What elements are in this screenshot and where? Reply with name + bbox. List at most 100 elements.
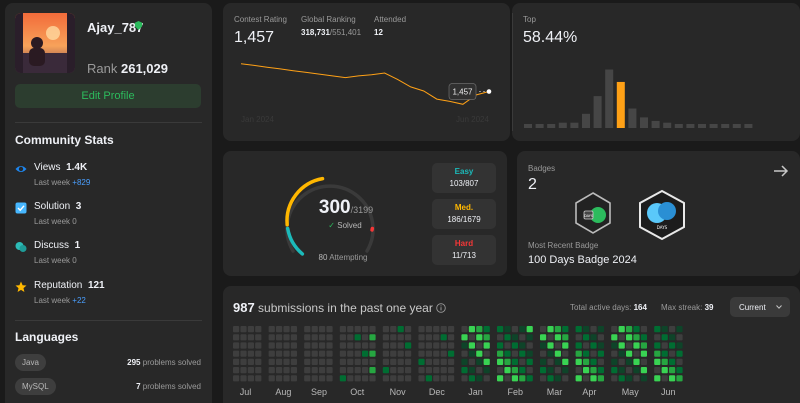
check-icon: ✓ [328, 221, 335, 230]
medium-stat-box[interactable]: Med. 186/1679 [432, 199, 496, 229]
heatmap-cell [382, 326, 389, 333]
badges-card: Badges 2 DAYS DAYS Most Recent Badge 100… [517, 151, 800, 276]
eye-icon [15, 166, 27, 172]
heatmap-cell [575, 326, 582, 333]
submissions-count: 987 [233, 300, 255, 315]
heatmap-cell [640, 342, 647, 349]
edit-profile-button[interactable]: Edit Profile [15, 84, 201, 108]
badge-50-days-icon[interactable]: DAYS [637, 189, 687, 241]
attended-label: Attended [374, 15, 407, 24]
heatmap-cell [433, 342, 440, 349]
heatmap-cell [319, 334, 326, 341]
submission-heatmap[interactable] [233, 326, 793, 384]
heatmap-cell [339, 367, 346, 374]
heatmap-cell [425, 375, 432, 382]
heatmap-cell [354, 342, 361, 349]
heatmap-cell [433, 367, 440, 374]
avatar[interactable] [15, 13, 75, 73]
heatmap-cell [347, 367, 354, 374]
heatmap-cell [283, 326, 290, 333]
heatmap-cell [654, 350, 661, 357]
profile-sidebar: Ajay_787 Rank 261,029 Edit Profile Commu… [5, 3, 212, 403]
heatmap-cell [461, 375, 468, 382]
heatmap-cell [433, 326, 440, 333]
heatmap-cell [476, 334, 483, 341]
heatmap-cell [476, 342, 483, 349]
heatmap-cell [347, 334, 354, 341]
language-row: MySQL 7 problems solved [15, 378, 205, 396]
heatmap-cell [240, 358, 247, 365]
month-label: Sep [311, 387, 328, 397]
heatmap-cell [562, 375, 569, 382]
heatmap-cell [362, 342, 369, 349]
heatmap-cell [390, 350, 397, 357]
easy-stat-box[interactable]: Easy 103/807 [432, 163, 496, 193]
heatmap-cell [497, 375, 504, 382]
hard-stat-box[interactable]: Hard 11/713 [432, 235, 496, 265]
solved-number: 300 [318, 197, 351, 218]
attempting-label: Attempting [329, 253, 368, 262]
distribution-bar-chart[interactable] [524, 58, 789, 133]
heatmap-cell [339, 334, 346, 341]
heatmap-cell [519, 326, 526, 333]
heatmap-cell [626, 358, 633, 365]
heatmap-cell [483, 334, 490, 341]
heatmap-cell [461, 358, 468, 365]
heatmap-cell [547, 358, 554, 365]
info-icon[interactable] [436, 303, 446, 313]
heatmap-cell [347, 358, 354, 365]
heatmap-cell [461, 334, 468, 341]
heatmap-cell [369, 350, 376, 357]
heatmap-cell [339, 326, 346, 333]
heatmap-cell [290, 342, 297, 349]
distribution-bar [686, 124, 695, 128]
heatmap-cell [540, 334, 547, 341]
top-label: Top [523, 15, 536, 24]
heatmap-cell [618, 375, 625, 382]
heatmap-cell [511, 350, 518, 357]
heatmap-cell [390, 334, 397, 341]
heatmap-cell [661, 334, 668, 341]
heatmap-cell [618, 326, 625, 333]
heatmap-cell [519, 358, 526, 365]
heatmap-cell [448, 367, 455, 374]
heatmap-cell [382, 342, 389, 349]
heatmap-cell [661, 375, 668, 382]
range-select[interactable]: Current [730, 297, 790, 317]
heatmap-cell [362, 358, 369, 365]
heatmap-cell [290, 334, 297, 341]
hard-label: Hard [454, 239, 474, 248]
stat-views: Views 1.4K Last week +829 [15, 162, 205, 192]
heatmap-cell [526, 342, 533, 349]
chevron-down-icon [776, 305, 782, 309]
heatmap-cell [339, 350, 346, 357]
badge-100-days-icon[interactable]: DAYS [573, 191, 613, 235]
heatmap-cell [611, 334, 618, 341]
heatmap-cell [247, 358, 254, 365]
medium-value: 186/1679 [447, 215, 481, 224]
heatmap-cell [339, 342, 346, 349]
heatmap-cell [397, 326, 404, 333]
heatmap-cell [283, 367, 290, 374]
heatmap-cell [418, 342, 425, 349]
heatmap-cell [483, 358, 490, 365]
arrow-right-icon[interactable] [773, 164, 789, 178]
heatmap-cell [326, 326, 333, 333]
heatmap-cell [468, 367, 475, 374]
heatmap-cell [283, 358, 290, 365]
language-tag[interactable]: MySQL [15, 378, 56, 395]
heatmap-cell [369, 342, 376, 349]
heatmap-cell [440, 342, 447, 349]
heatmap-cell [255, 342, 262, 349]
heatmap-cell [597, 350, 604, 357]
heatmap-cell [468, 350, 475, 357]
heatmap-cell [405, 375, 412, 382]
heatmap-cell [418, 334, 425, 341]
heatmap-cell [304, 326, 311, 333]
rating-line-chart[interactable]: 1,457 [233, 53, 503, 133]
heatmap-cell [433, 375, 440, 382]
heatmap-cell [440, 375, 447, 382]
month-label: Dec [428, 387, 445, 397]
language-tag[interactable]: Java [15, 354, 46, 371]
heatmap-cell [526, 375, 533, 382]
